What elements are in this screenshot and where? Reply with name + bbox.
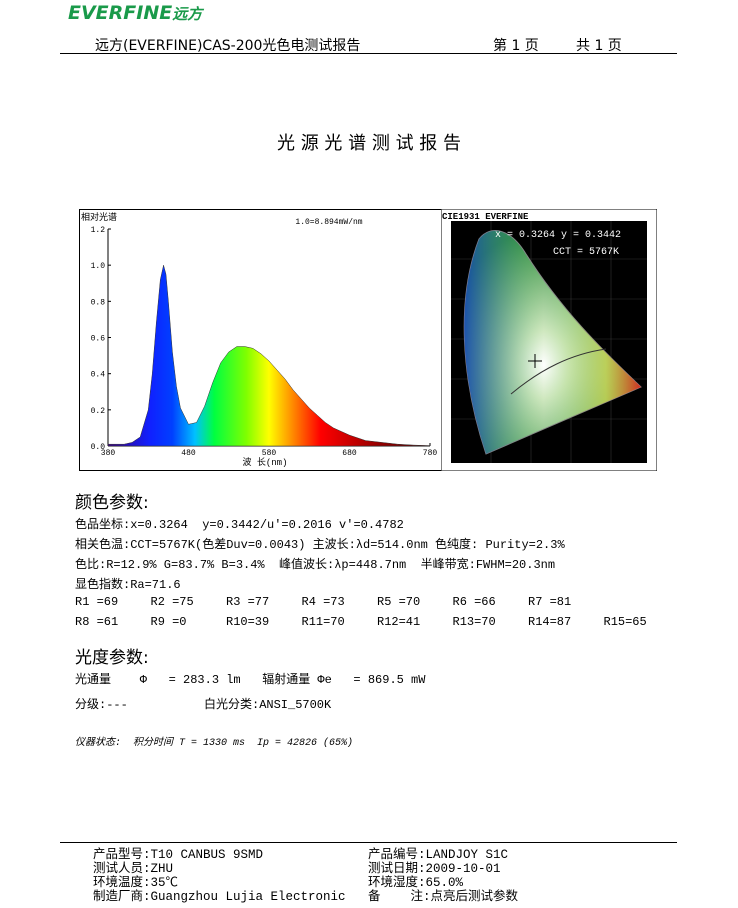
x-tick-label: 580	[262, 449, 277, 458]
y-tick-label: 1.0	[91, 262, 106, 271]
section-heading: 光度参数:	[75, 648, 149, 668]
param-line: 相关色温:CCT=5767K(色差Duv=0.0043) 主波长:λd=514.…	[75, 538, 565, 552]
param-line: 色比:R=12.9% G=83.7% B=3.4% 峰值波长:λp=448.7n…	[75, 558, 556, 572]
ri-value: R4 =73	[301, 595, 345, 609]
footer-field: 测试日期:2009-10-01	[368, 862, 501, 876]
footer-field: 产品型号:T10 CANBUS 9SMD	[93, 848, 264, 862]
annotation: 1.0=8.894mW/nm	[295, 218, 362, 227]
header-rule	[60, 53, 677, 54]
footer-field: 环境湿度:65.0%	[368, 876, 464, 890]
ri-value: R9 =0	[150, 615, 187, 629]
ri-value: R3 =77	[226, 595, 270, 609]
ri-value: R10=39	[226, 615, 270, 629]
ri-value: R5 =70	[377, 595, 421, 609]
page-number: 第 1 页	[493, 38, 539, 54]
ri-value: R6 =66	[452, 595, 496, 609]
y-axis-label: 相对光谱	[81, 211, 117, 223]
section-heading: 颜色参数:	[75, 493, 149, 513]
footer-rule	[60, 842, 677, 843]
planckian-locus	[510, 348, 607, 395]
ri-value: R7 =81	[528, 595, 572, 609]
ri-value: R1 =69	[75, 595, 119, 609]
param-line: 分级:---	[75, 698, 128, 712]
cie-point	[528, 354, 542, 368]
cie-title: CIE1931 EVERFINE	[442, 212, 529, 222]
page-total: 共 1 页	[576, 38, 622, 54]
ri-value: R8 =61	[75, 615, 119, 629]
cie-coords: x = 0.3264 y = 0.3442	[495, 230, 621, 241]
footer-field: 备 注:点亮后测试参数	[368, 890, 519, 904]
y-tick-label: 1.2	[91, 226, 106, 235]
param-line: 白光分类:ANSI_5700K	[204, 698, 332, 712]
x-axis-label: 波 长(nm)	[242, 456, 287, 468]
param-line: 光通量 Φ = 283.3 lm 辐射通量 Φe = 869.5 mW	[75, 673, 426, 687]
header-title: 远方(EVERFINE)CAS-200光色电测试报告	[95, 38, 361, 54]
ri-value: R13=70	[452, 615, 496, 629]
logo: EVERFINE远方	[68, 2, 202, 24]
cie-locus-tint	[464, 230, 641, 454]
y-tick-label: 0.4	[91, 371, 106, 380]
footer-field: 产品编号:LANDJOY S1C	[368, 848, 509, 862]
footer-field: 制造厂商:Guangzhou Lujia Electronic	[93, 890, 346, 904]
ri-value: R2 =75	[150, 595, 194, 609]
cie-diagram: CIE1931 EVERFINE x = 0.3264 y = 0.3442 C…	[441, 209, 657, 471]
report-title: 光 源 光 谱 测 试 报 告	[276, 133, 462, 154]
x-tick-label: 380	[101, 449, 116, 458]
logo-text: EVERFINE	[68, 2, 173, 24]
param-line: 色品坐标:x=0.3264 y=0.3442/u'=0.2016 v'=0.47…	[75, 518, 404, 532]
logo-cn: 远方	[172, 5, 203, 23]
y-tick-label: 0.0	[91, 443, 106, 452]
instrument-status: 仪器状态: 积分时间 T = 1330 ms Ip = 42826 (65%)	[75, 738, 354, 749]
spectrum-chart: 相对光谱 1.0=8.894mW/nm 波 长(nm) 0.0 0.2 0.4 0.6…	[79, 209, 442, 471]
x-tick-label: 680	[342, 449, 357, 458]
param-line: 显色指数:Ra=71.6	[75, 578, 181, 592]
y-tick-label: 0.8	[91, 298, 106, 307]
ri-value: R14=87	[528, 615, 572, 629]
ri-value: R15=65	[603, 615, 647, 629]
spectrum-area	[107, 265, 431, 447]
ri-value: R11=70	[301, 615, 345, 629]
x-tick-label: 480	[181, 449, 196, 458]
y-tick-label: 0.6	[91, 335, 106, 344]
footer-field: 测试人员:ZHU	[93, 862, 174, 876]
cie-cct: CCT = 5767K	[553, 247, 619, 258]
ri-value: R12=41	[377, 615, 421, 629]
footer-field: 环境温度:35℃	[93, 876, 179, 890]
y-tick-label: 0.2	[91, 407, 106, 416]
x-tick-label: 780	[423, 449, 438, 458]
